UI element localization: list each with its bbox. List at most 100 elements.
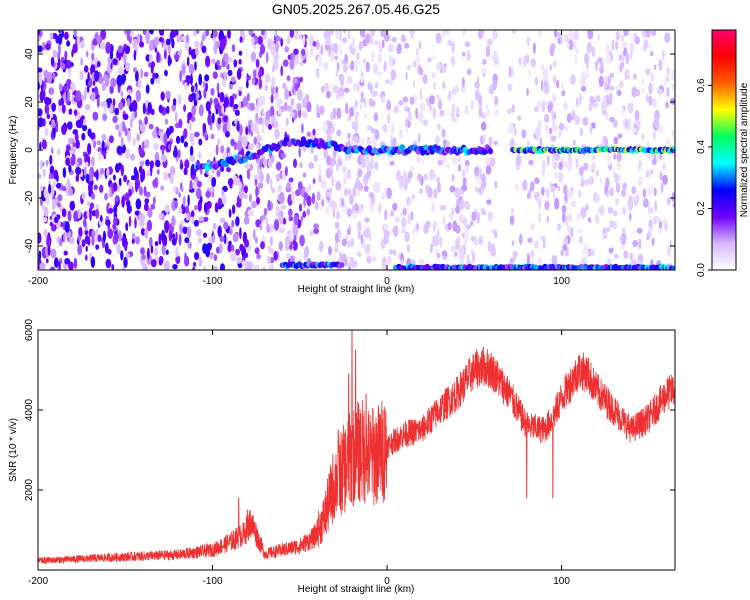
heatmap-cell bbox=[454, 251, 458, 258]
heatmap-cell bbox=[53, 169, 59, 179]
heatmap-cell bbox=[353, 135, 359, 143]
heatmap-cell bbox=[545, 123, 549, 134]
heatmap-cell bbox=[245, 126, 249, 136]
heatmap-cell bbox=[436, 62, 442, 71]
heatmap-cell bbox=[178, 149, 181, 159]
heatmap-cell bbox=[184, 82, 188, 90]
heatmap-cell bbox=[487, 240, 492, 253]
heatmap-cell bbox=[238, 124, 243, 136]
heatmap-cell bbox=[568, 213, 572, 222]
heatmap-cell bbox=[248, 124, 252, 135]
heatmap-cell bbox=[654, 200, 657, 212]
heatmap-cell bbox=[107, 248, 112, 255]
heatmap-cell bbox=[658, 59, 663, 71]
heatmap-cell bbox=[168, 43, 171, 56]
heatmap-cell bbox=[210, 87, 215, 96]
heatmap-cell bbox=[605, 43, 610, 55]
heatmap-cell bbox=[83, 65, 89, 73]
heatmap-cell bbox=[563, 102, 568, 111]
heatmap-cell bbox=[147, 207, 153, 218]
heatmap-cell bbox=[615, 182, 621, 194]
heatmap-cell bbox=[67, 90, 71, 101]
heatmap-cell bbox=[125, 252, 130, 259]
colorbar-ramp bbox=[711, 29, 737, 271]
heatmap-cell bbox=[269, 223, 273, 234]
heatmap-cell bbox=[189, 179, 193, 191]
heatmap-cell bbox=[243, 252, 249, 259]
heatmap-cell bbox=[239, 227, 242, 240]
heatmap-cell bbox=[318, 174, 322, 184]
heatmap-cell bbox=[48, 183, 52, 194]
heatmap-cell bbox=[101, 82, 106, 92]
heatmap-cell bbox=[420, 158, 425, 165]
heatmap-cell bbox=[68, 164, 72, 173]
heatmap-cell bbox=[401, 228, 406, 234]
heatmap-cell bbox=[107, 62, 111, 68]
heatmap-cell bbox=[267, 245, 271, 253]
heatmap-cell bbox=[452, 220, 458, 232]
heatmap-cell bbox=[638, 176, 643, 187]
heatmap-cell bbox=[244, 163, 251, 170]
heatmap-cell bbox=[573, 40, 577, 50]
heatmap-cell bbox=[80, 57, 83, 66]
heatmap-cell bbox=[134, 210, 140, 216]
heatmap-cell bbox=[249, 102, 255, 112]
heatmap-cell bbox=[235, 216, 240, 227]
heatmap-cell bbox=[96, 96, 100, 108]
heatmap-cell bbox=[474, 89, 480, 101]
heatmap-cell bbox=[211, 234, 216, 243]
heatmap-cell bbox=[586, 42, 593, 54]
heatmap-cell bbox=[461, 169, 466, 178]
heatmap-cell bbox=[548, 127, 553, 135]
heatmap-cell bbox=[160, 154, 167, 163]
heatmap-cell bbox=[249, 193, 252, 203]
heatmap-cell bbox=[139, 41, 145, 48]
heatmap-cell bbox=[63, 250, 68, 256]
heatmap-cell bbox=[373, 63, 379, 74]
heatmap-cell bbox=[82, 124, 88, 132]
heatmap-cell bbox=[471, 211, 477, 222]
heatmap-cell bbox=[236, 257, 242, 264]
heatmap-cell bbox=[105, 219, 111, 226]
heatmap-cell bbox=[185, 34, 190, 44]
heatmap-cell bbox=[287, 208, 293, 217]
heatmap-cell bbox=[46, 97, 52, 105]
heatmap-cell bbox=[666, 197, 671, 206]
heatmap-cell bbox=[487, 211, 494, 222]
heatmap-cell bbox=[404, 118, 409, 127]
heatmap-cell bbox=[90, 256, 96, 268]
heatmap-cell bbox=[285, 117, 289, 127]
heatmap-cell bbox=[344, 187, 348, 197]
heatmap-cell bbox=[419, 111, 424, 123]
heatmap-cell bbox=[205, 82, 208, 92]
heatmap-cell bbox=[402, 207, 407, 216]
heatmap-cell bbox=[188, 46, 192, 56]
heatmap-cell bbox=[583, 179, 589, 186]
heatmap-cell bbox=[134, 217, 137, 229]
heatmap-cell bbox=[633, 195, 639, 207]
heatmap-cell bbox=[433, 173, 437, 179]
heatmap-cell bbox=[372, 256, 376, 263]
heatmap-cell bbox=[604, 184, 608, 194]
heatmap-cell bbox=[144, 116, 148, 125]
heatmap-cell bbox=[441, 250, 448, 256]
heatmap-cell bbox=[558, 161, 563, 171]
heatmap-cell bbox=[217, 117, 222, 125]
heatmap-cell bbox=[113, 216, 117, 227]
heatmap-cell bbox=[46, 258, 49, 264]
heatmap-cell bbox=[617, 133, 623, 139]
heatmap-cell bbox=[115, 124, 120, 131]
heatmap-cell bbox=[406, 106, 411, 113]
heatmap-cell bbox=[304, 246, 310, 258]
heatmap-cell bbox=[198, 237, 202, 244]
heatmap-cell bbox=[161, 145, 165, 157]
heatmap-cell bbox=[354, 203, 359, 211]
heatmap-cell bbox=[138, 147, 144, 155]
heatmap-cell bbox=[455, 205, 461, 214]
heatmap-cell bbox=[175, 111, 178, 123]
heatmap-cell bbox=[163, 260, 170, 270]
heatmap-cell bbox=[487, 148, 493, 155]
heatmap-cell bbox=[56, 182, 62, 189]
heatmap-cell bbox=[273, 250, 278, 261]
heatmap-cell bbox=[553, 75, 557, 85]
